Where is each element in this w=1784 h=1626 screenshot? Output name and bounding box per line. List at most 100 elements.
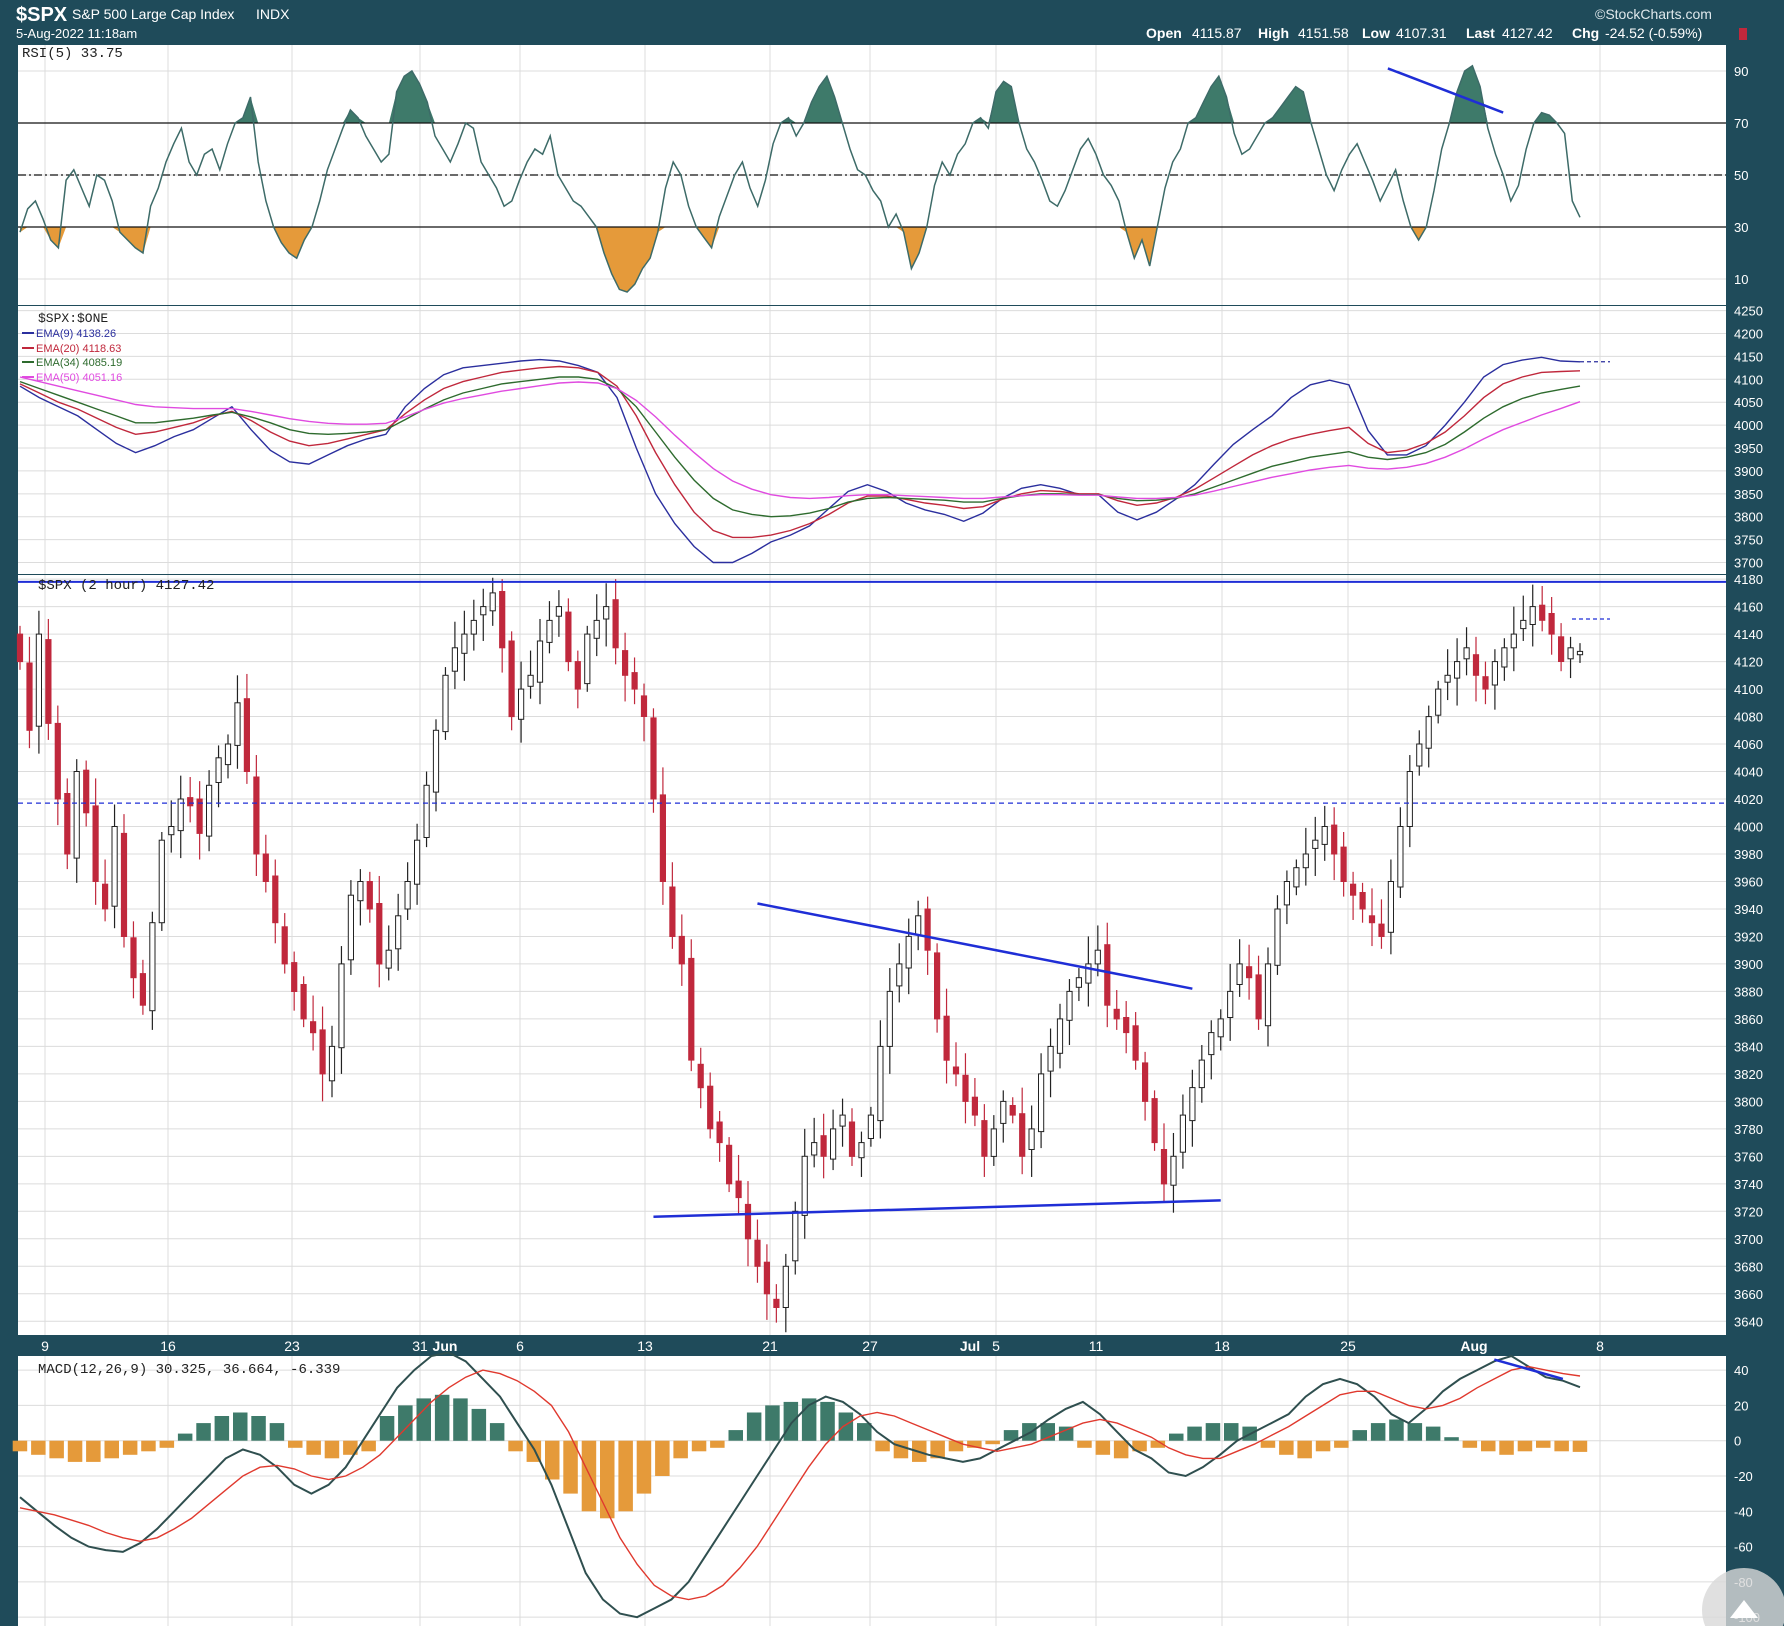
candle-body — [640, 695, 648, 718]
macd-panel — [18, 1356, 1726, 1626]
candle-body — [1293, 867, 1300, 888]
candle-body — [35, 633, 42, 727]
macd-histogram-bar — [1315, 1440, 1331, 1452]
candle-body — [102, 883, 109, 910]
macd-plot — [12, 1351, 1588, 1619]
macd-line — [19, 1351, 1581, 1619]
y-tick-label: 3640 — [1734, 1314, 1763, 1329]
candle-body — [1283, 881, 1291, 906]
x-tick-label: 9 — [41, 1338, 49, 1354]
macd-histogram-bar — [471, 1408, 487, 1441]
candle-body — [1123, 1017, 1130, 1034]
macd-histogram-bar — [710, 1440, 725, 1448]
candle-body — [650, 717, 657, 800]
ema9-legend: EMA(9) 4138.26 — [36, 328, 116, 340]
y-tick-label: 50 — [1734, 168, 1748, 183]
candle-body — [1350, 883, 1357, 896]
x-tick-label: 18 — [1214, 1338, 1230, 1354]
y-tick-label: 3900 — [1734, 957, 1763, 972]
candle-body — [518, 688, 525, 720]
candle-body — [697, 1063, 704, 1089]
macd-histogram-bar — [288, 1440, 303, 1448]
brand-logo[interactable]: ©StockCharts.com — [1595, 6, 1712, 22]
candle-body — [1529, 606, 1536, 625]
candle-body — [168, 826, 175, 836]
lower-trendline — [653, 1199, 1221, 1219]
y-tick-label: 4000 — [1734, 820, 1763, 835]
ema20-line — [19, 365, 1581, 539]
y-tick-label: 4250 — [1734, 304, 1763, 319]
candle-body — [905, 935, 912, 969]
candle-body — [1378, 923, 1385, 937]
ema-title: $SPX:$ONE — [38, 311, 108, 326]
macd-histogram-bar — [1297, 1440, 1312, 1459]
macd-histogram-bar — [31, 1440, 46, 1455]
candle-body — [1454, 661, 1461, 679]
candle-body — [669, 886, 676, 937]
y-tick-label: 20 — [1734, 1398, 1748, 1413]
y-tick-label: 3950 — [1734, 441, 1763, 456]
macd-histogram-bar — [746, 1412, 762, 1441]
candle-body — [1198, 1059, 1205, 1089]
up-arrow-icon[interactable] — [1730, 1600, 1758, 1618]
macd-histogram-bar — [1077, 1440, 1092, 1448]
candle-body — [1491, 661, 1499, 686]
candle-body — [489, 592, 496, 612]
macd-histogram-bar — [655, 1440, 670, 1476]
y-tick-label: 3940 — [1734, 902, 1763, 917]
quote-bar: Open 4115.87 High 4151.58 Low 4107.31 La… — [1146, 25, 1702, 41]
candle-body — [1331, 824, 1338, 855]
candle-body — [26, 662, 33, 731]
candle-body — [1132, 1025, 1139, 1061]
low-label: Low — [1362, 25, 1390, 41]
candle-body — [546, 619, 553, 643]
candle-body — [593, 619, 600, 639]
rsi-plot — [18, 64, 1726, 293]
candle-body — [1142, 1062, 1149, 1102]
candle-body — [867, 1114, 874, 1139]
candle-body — [300, 984, 307, 1020]
macd-histogram-bar — [1444, 1437, 1459, 1441]
candle-body — [952, 1066, 960, 1075]
macd-histogram-bar — [1536, 1440, 1551, 1448]
last-value: 4127.42 — [1502, 25, 1553, 41]
candle-body — [659, 794, 666, 883]
candle-body — [395, 915, 402, 950]
macd-histogram-bar — [508, 1440, 523, 1452]
candle-body — [622, 650, 629, 676]
y-tick-label: 3700 — [1734, 1232, 1763, 1247]
scroll-to-top-icon[interactable] — [1702, 1568, 1784, 1626]
header-exchange: INDX — [256, 6, 290, 22]
candle-body — [1368, 915, 1376, 924]
x-tick-label: Jun — [433, 1338, 458, 1354]
macd-histogram-bar — [122, 1440, 138, 1455]
x-tick-label: 23 — [284, 1338, 300, 1354]
candle-body — [442, 674, 449, 733]
candle-body — [272, 875, 279, 924]
candle-body — [555, 606, 562, 617]
candle-body — [347, 894, 354, 961]
y-tick-label: -40 — [1734, 1504, 1753, 1519]
macd-histogram-bar — [49, 1440, 64, 1459]
candle-body — [603, 606, 610, 620]
candle-body — [1217, 1018, 1224, 1038]
y-tick-label: 3800 — [1734, 1094, 1763, 1109]
macd-histogram-bar — [893, 1440, 909, 1459]
candle-body — [111, 826, 118, 907]
candle-body — [1406, 771, 1413, 827]
candle-body — [782, 1265, 789, 1309]
candle-body — [508, 640, 515, 718]
chg-value: -24.52 (-0.59%) — [1605, 25, 1702, 41]
x-tick-label: Jul — [960, 1338, 980, 1354]
candle-body — [574, 661, 581, 690]
macd-histogram-bar — [434, 1394, 450, 1441]
y-tick-label: 3920 — [1734, 929, 1763, 944]
macd-histogram-bar — [1187, 1426, 1202, 1441]
candle-body — [215, 757, 222, 783]
y-tick-label: 4150 — [1734, 349, 1763, 364]
ema-panel — [18, 306, 1726, 574]
macd-histogram-bar — [673, 1440, 688, 1459]
candle-body — [1255, 974, 1262, 1020]
candle-body — [1189, 1087, 1196, 1122]
candle-body — [1028, 1128, 1035, 1151]
